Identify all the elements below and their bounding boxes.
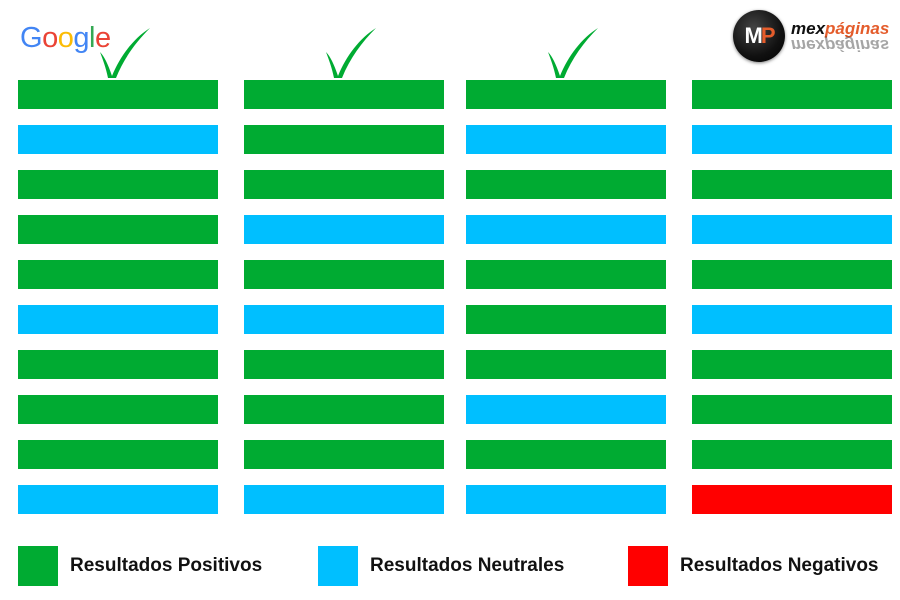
results-column — [18, 80, 218, 530]
mp-reflection-paginas: páginas — [825, 36, 890, 55]
legend-swatch-positive — [18, 546, 58, 586]
result-bar-positive — [244, 170, 444, 199]
result-bar-positive — [466, 440, 666, 469]
result-bar-positive — [692, 80, 892, 109]
result-bar-neutral — [244, 215, 444, 244]
mp-wordmark: mexpáginas — [791, 20, 889, 37]
result-bar-positive — [466, 305, 666, 334]
mp-badge-p: P — [760, 23, 776, 48]
result-bar-neutral — [466, 395, 666, 424]
result-bar-positive — [244, 440, 444, 469]
result-bar-positive — [692, 440, 892, 469]
google-logo: Google — [20, 24, 111, 53]
result-bar-positive — [466, 170, 666, 199]
legend-item-neutral: Resultados Neutrales — [318, 545, 564, 587]
google-letter: g — [73, 22, 89, 54]
result-bar-positive — [244, 350, 444, 379]
mp-reflection-mex: mex — [791, 36, 826, 55]
result-bar-neutral — [18, 125, 218, 154]
legend: Resultados Positivos Resultados Neutrale… — [0, 545, 900, 587]
checkmark-icon — [326, 28, 376, 78]
result-bar-positive — [244, 395, 444, 424]
result-bar-neutral — [18, 485, 218, 514]
legend-label-positive: Resultados Positivos — [70, 555, 263, 576]
result-bar-positive — [244, 260, 444, 289]
legend-swatch-negative — [628, 546, 668, 586]
result-bar-neutral — [692, 305, 892, 334]
checkmark-icon — [100, 28, 150, 78]
result-bar-negative — [692, 485, 892, 514]
result-bar-neutral — [466, 485, 666, 514]
google-letter: o — [42, 22, 58, 54]
mp-badge-m: M — [744, 23, 762, 48]
legend-item-positive: Resultados Positivos — [18, 545, 262, 587]
result-bar-positive — [18, 350, 218, 379]
result-bar-positive — [466, 80, 666, 109]
result-bar-positive — [692, 170, 892, 199]
result-bar-positive — [18, 440, 218, 469]
google-letter: l — [88, 22, 95, 54]
result-bar-positive — [18, 170, 218, 199]
result-bar-positive — [18, 395, 218, 424]
result-bar-positive — [244, 125, 444, 154]
result-bar-positive — [18, 215, 218, 244]
checkmark-icon — [548, 28, 598, 78]
result-bar-positive — [466, 350, 666, 379]
results-column — [244, 80, 444, 530]
result-bar-neutral — [244, 305, 444, 334]
legend-label-neutral: Resultados Neutrales — [370, 555, 565, 576]
result-bar-positive — [18, 260, 218, 289]
legend-swatch-neutral — [318, 546, 358, 586]
result-bar-neutral — [466, 215, 666, 244]
result-bar-neutral — [692, 125, 892, 154]
result-bar-positive — [692, 395, 892, 424]
result-bar-positive — [692, 350, 892, 379]
legend-item-negative: Resultados Negativos — [628, 545, 879, 587]
result-bar-positive — [18, 80, 218, 109]
result-bar-neutral — [18, 305, 218, 334]
result-bar-neutral — [244, 485, 444, 514]
result-bar-positive — [244, 80, 444, 109]
results-column — [692, 80, 892, 530]
result-bar-positive — [466, 260, 666, 289]
checkmarks — [100, 28, 598, 78]
result-bar-neutral — [692, 215, 892, 244]
mp-wordmark-mex: mex — [791, 19, 826, 38]
google-letter: G — [20, 22, 43, 54]
google-letter: e — [94, 22, 111, 54]
result-bar-positive — [692, 260, 892, 289]
legend-label-negative: Resultados Negativos — [680, 555, 879, 576]
results-column — [466, 80, 666, 530]
result-bar-neutral — [466, 125, 666, 154]
google-letter: o — [57, 22, 74, 54]
mp-wordmark-reflection: mexpáginas — [791, 36, 890, 55]
mp-wordmark-paginas: páginas — [825, 19, 890, 38]
